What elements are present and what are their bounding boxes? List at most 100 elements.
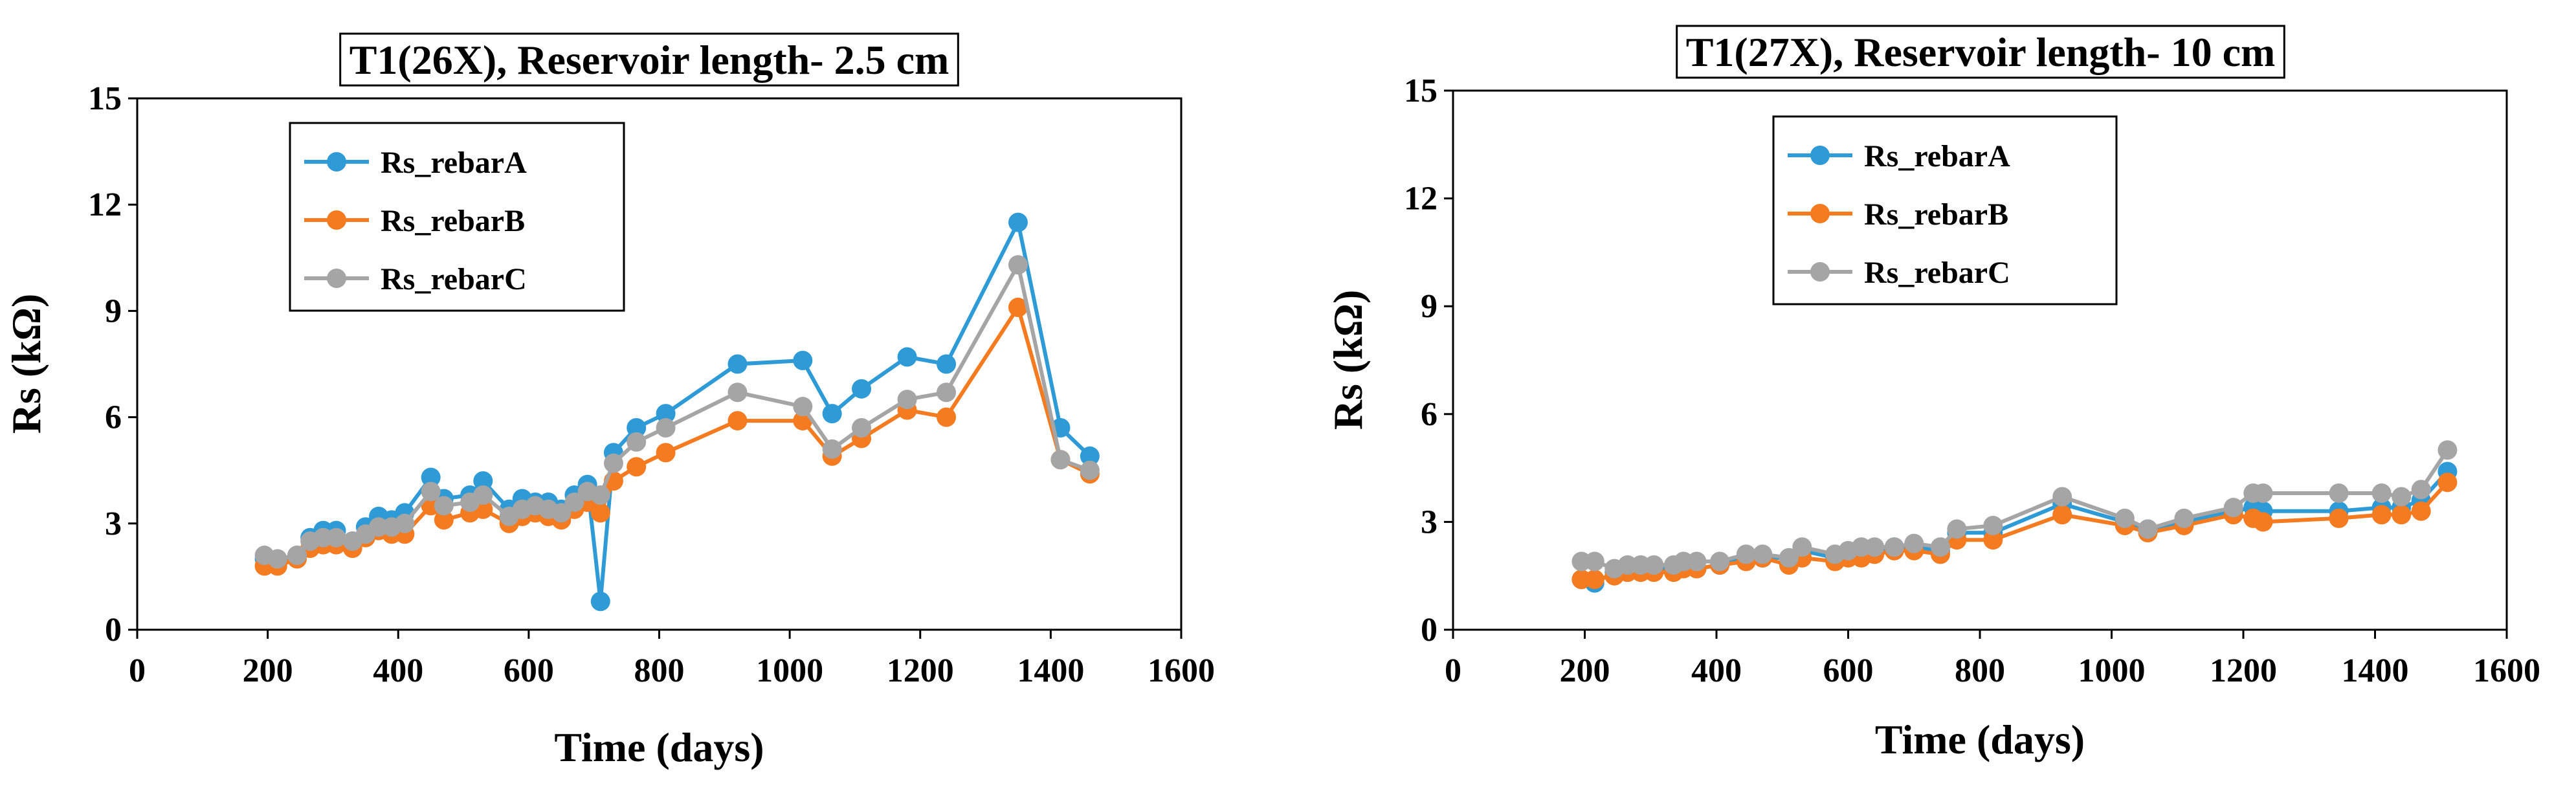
x-tick-label: 1200: [2210, 652, 2277, 689]
data-point: [727, 354, 748, 374]
data-point: [1930, 537, 1950, 557]
data-point: [2392, 487, 2412, 507]
data-point: [1008, 255, 1028, 275]
data-point: [727, 411, 748, 431]
data-point: [421, 482, 441, 502]
legend-marker: [327, 152, 346, 172]
data-point: [2138, 519, 2158, 539]
data-point: [2437, 472, 2458, 493]
data-point: [1983, 515, 2003, 535]
data-point: [1884, 537, 1904, 557]
data-point: [2392, 505, 2412, 525]
y-tick-label: 9: [1421, 288, 1438, 325]
legend-entry: Rs_rebarC: [381, 262, 527, 296]
data-point: [793, 351, 813, 371]
data-point: [551, 503, 572, 523]
data-point: [2329, 508, 2349, 528]
data-point: [2174, 508, 2194, 528]
y-tick-label: 3: [1421, 504, 1438, 540]
x-tick-label: 0: [129, 652, 146, 689]
data-point: [2253, 512, 2273, 532]
legend-entry: Rs_rebarB: [381, 204, 525, 238]
series-Rs_rebarC: [254, 255, 1100, 569]
y-tick-label: 9: [105, 293, 122, 329]
data-point: [1792, 537, 1812, 557]
x-tick-label: 1400: [1017, 652, 1084, 689]
data-point: [590, 503, 610, 523]
x-tick-label: 1600: [2473, 652, 2540, 689]
data-point: [1687, 551, 1707, 571]
chart-title: T1(26X), Reservoir length- 2.5 cm: [350, 37, 949, 83]
legend-marker: [327, 210, 346, 230]
data-point: [1779, 548, 1799, 568]
x-tick-label: 1400: [2342, 652, 2409, 689]
data-point: [1947, 519, 1967, 539]
data-point: [937, 354, 957, 374]
data-point: [822, 439, 842, 459]
legend: Rs_rebarA Rs_rebarB Rs_rebarC: [1772, 115, 2118, 305]
x-tick-label: 400: [1691, 652, 1742, 689]
legend-marker: [327, 269, 346, 288]
data-point: [2371, 505, 2392, 525]
y-tick-label: 15: [88, 80, 122, 117]
legend-entry: Rs_rebarC: [1864, 256, 2010, 290]
x-tick-label: 200: [1560, 652, 1610, 689]
chart-title-box: T1(27X), Reservoir length- 10 cm: [1676, 25, 2285, 79]
data-point: [822, 404, 842, 424]
y-tick-label: 0: [105, 612, 122, 648]
x-tick-label: 1000: [756, 652, 823, 689]
x-tick-label: 1000: [2078, 652, 2146, 689]
data-point: [2371, 483, 2392, 503]
data-point: [1080, 460, 1100, 480]
x-tick-label: 1200: [887, 652, 954, 689]
data-point: [627, 432, 647, 452]
data-point: [1080, 446, 1100, 466]
chart-title: T1(27X), Reservoir length- 10 cm: [1686, 29, 2276, 75]
data-point: [937, 382, 957, 403]
data-point: [326, 527, 346, 548]
legend-entry: Rs_rebarA: [381, 146, 527, 180]
data-point: [434, 510, 454, 530]
data-point: [1584, 551, 1604, 571]
data-point: [1584, 570, 1604, 590]
data-point: [2052, 487, 2072, 507]
y-axis-label: Rs (kΩ): [1325, 290, 1371, 430]
data-point: [1865, 537, 1885, 557]
chart-title-frame: [1676, 25, 2285, 79]
data-point: [627, 457, 647, 477]
data-point: [1644, 555, 1664, 575]
data-point: [590, 592, 610, 612]
data-point: [564, 492, 584, 512]
chart-title-frame: [339, 32, 959, 87]
y-axis-label: Rs (kΩ): [3, 294, 49, 434]
legend-marker: [1810, 146, 1830, 165]
data-point: [2437, 440, 2458, 460]
data-point: [395, 513, 415, 533]
chart-title-box: T1(26X), Reservoir length- 2.5 cm: [339, 32, 959, 87]
x-tick-label: 0: [1445, 652, 1461, 689]
data-point: [473, 471, 493, 491]
data-point: [2329, 483, 2349, 503]
data-point: [1710, 551, 1730, 571]
x-tick-label: 1600: [1148, 652, 1215, 689]
legend: Rs_rebarA Rs_rebarB Rs_rebarC: [289, 122, 625, 312]
data-point: [1050, 450, 1071, 470]
y-tick-label: 12: [1404, 181, 1438, 217]
data-point: [1753, 544, 1773, 564]
legend-entry: Rs_rebarA: [1864, 139, 2010, 173]
legend-frame: [1772, 115, 2118, 305]
data-point: [2052, 505, 2072, 525]
data-point: [2223, 498, 2243, 518]
data-point: [656, 443, 676, 463]
chart-panel-1: 0 3 6 9 12 15 0 200 400 600 800 1000 1200 1400 1600 Tim…: [3, 32, 1215, 770]
data-point: [727, 382, 748, 403]
data-point: [897, 390, 917, 410]
data-point: [603, 453, 623, 473]
x-axis-label: Time (days): [1875, 716, 2085, 762]
x-tick-label: 200: [243, 652, 293, 689]
data-point: [287, 546, 307, 566]
data-point: [656, 404, 676, 424]
data-point: [793, 397, 813, 417]
data-point: [2253, 483, 2273, 503]
